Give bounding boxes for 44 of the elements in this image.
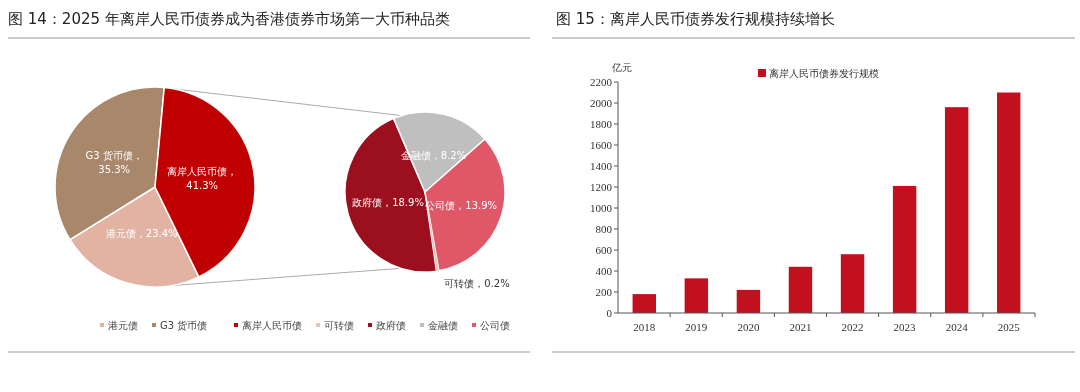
y-tick-label: 2000	[590, 96, 613, 109]
bar	[997, 92, 1021, 313]
legend-label: 公司债	[480, 320, 510, 331]
legend-label: 离岸人民币债	[242, 320, 302, 331]
bar	[944, 107, 969, 313]
legend-label: 金融债	[428, 320, 458, 331]
bar	[736, 289, 761, 313]
chart-title: 图 15：离岸人民币债券发行规模持续增长	[556, 10, 835, 28]
y-tick-label: 2200	[590, 75, 613, 88]
x-tick-label: 2025	[997, 321, 1021, 333]
x-tick-label: 2018	[633, 321, 656, 333]
y-tick-label: 1400	[590, 159, 613, 172]
chart-title: 图 14：2025 年离岸人民币债券成为香港债券市场第一大币种品类	[8, 10, 450, 28]
y-tick-label: 0	[606, 306, 613, 319]
bar	[632, 294, 656, 313]
data-label: 港元债，23.4%	[105, 228, 178, 240]
y-tick-label: 600	[595, 243, 613, 256]
x-tick-label: 2021	[789, 321, 812, 333]
data-label: 离岸人民币债，41.3%	[167, 166, 238, 192]
legend-label: G3 货币债	[160, 320, 208, 331]
data-label: G3 货币债，35.3%	[85, 149, 143, 175]
x-tick-label: 2023	[893, 321, 917, 333]
y-tick-label: 1000	[590, 201, 613, 214]
y-tick-label: 400	[595, 264, 613, 277]
bar	[684, 278, 709, 313]
bar	[788, 266, 813, 313]
legend-label: 港元债	[108, 320, 138, 331]
y-axis-title: 亿元	[611, 62, 632, 73]
y-tick-label: 1800	[590, 117, 613, 130]
x-tick-label: 2019	[685, 321, 708, 333]
bar	[892, 185, 917, 313]
data-label: 政府债，18.9%	[352, 197, 424, 209]
x-tick-label: 2020	[737, 321, 760, 333]
y-tick-label: 800	[595, 222, 613, 235]
x-tick-label: 2022	[841, 321, 864, 333]
y-tick-label: 200	[595, 285, 613, 298]
x-tick-label: 2024	[945, 321, 969, 333]
data-label: 可转债，0.2%	[444, 277, 510, 289]
legend-label: 可转债	[324, 320, 354, 331]
legend-label: 离岸人民币债券发行规模	[769, 68, 879, 79]
bar	[840, 254, 865, 313]
legend-label: 政府债	[376, 320, 406, 331]
y-tick-label: 1600	[590, 138, 613, 151]
y-tick-label: 1200	[590, 180, 613, 193]
